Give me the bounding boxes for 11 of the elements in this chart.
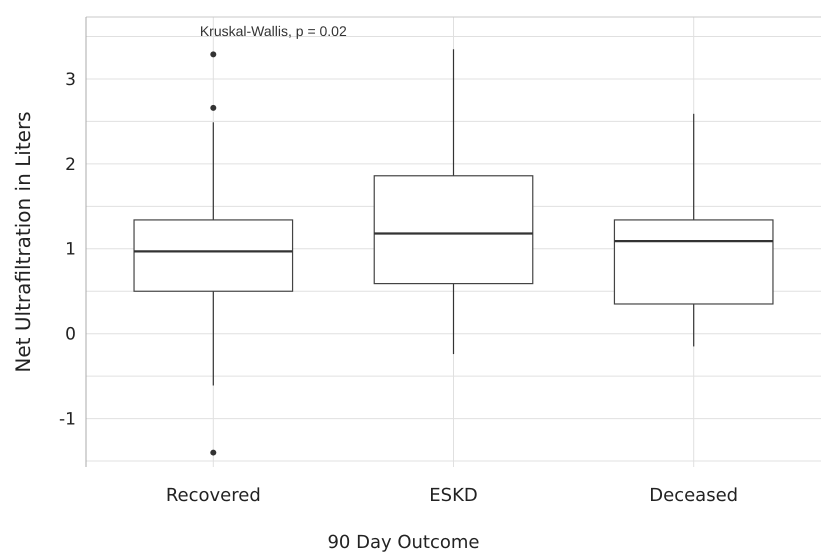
y-tick-label: 1 [65,240,76,260]
y-tick-label: 2 [65,154,76,175]
y-tick-label: 0 [65,324,76,345]
y-tick-label: 3 [65,70,76,90]
y-axis-title: Net Ultrafiltration in Liters [11,111,35,373]
x-tick-label: Recovered [166,485,261,506]
x-tick-label: ESKD [429,485,478,506]
y-tick-label: -1 [59,410,76,430]
annotation: Kruskal-Wallis, p = 0.02 [200,23,347,39]
x-axis-title: 90 Day Outcome [327,532,480,553]
x-tick-label: Deceased [649,485,738,506]
